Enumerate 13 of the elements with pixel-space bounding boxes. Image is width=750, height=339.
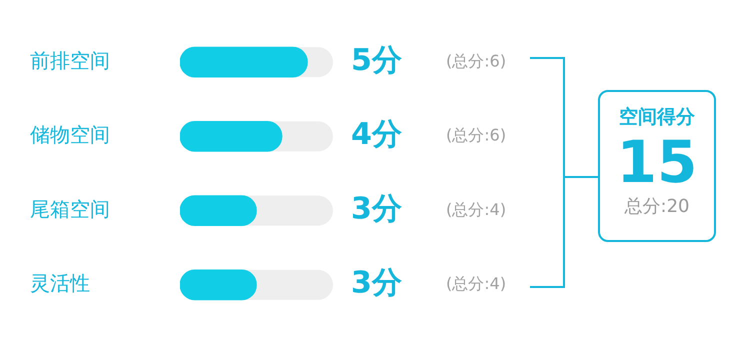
text: (总分:6)	[446, 126, 506, 145]
y-tick-label: 储物空间	[30, 122, 110, 147]
y-tick-label: 尾箱空间	[30, 196, 110, 221]
data-label: 5分	[351, 42, 402, 78]
y-tick-label: 灵活性	[30, 271, 90, 296]
data-label: 4分	[351, 117, 402, 152]
score-card: 空间得分 15 总分:20	[598, 90, 716, 242]
data-label: 3分	[351, 266, 402, 301]
text: (总分:4)	[446, 274, 506, 294]
y-tick-label: 前排空间	[30, 48, 110, 72]
text: (总分:6)	[446, 51, 506, 70]
data-label: 3分	[351, 191, 402, 226]
text: (总分:4)	[446, 200, 506, 219]
